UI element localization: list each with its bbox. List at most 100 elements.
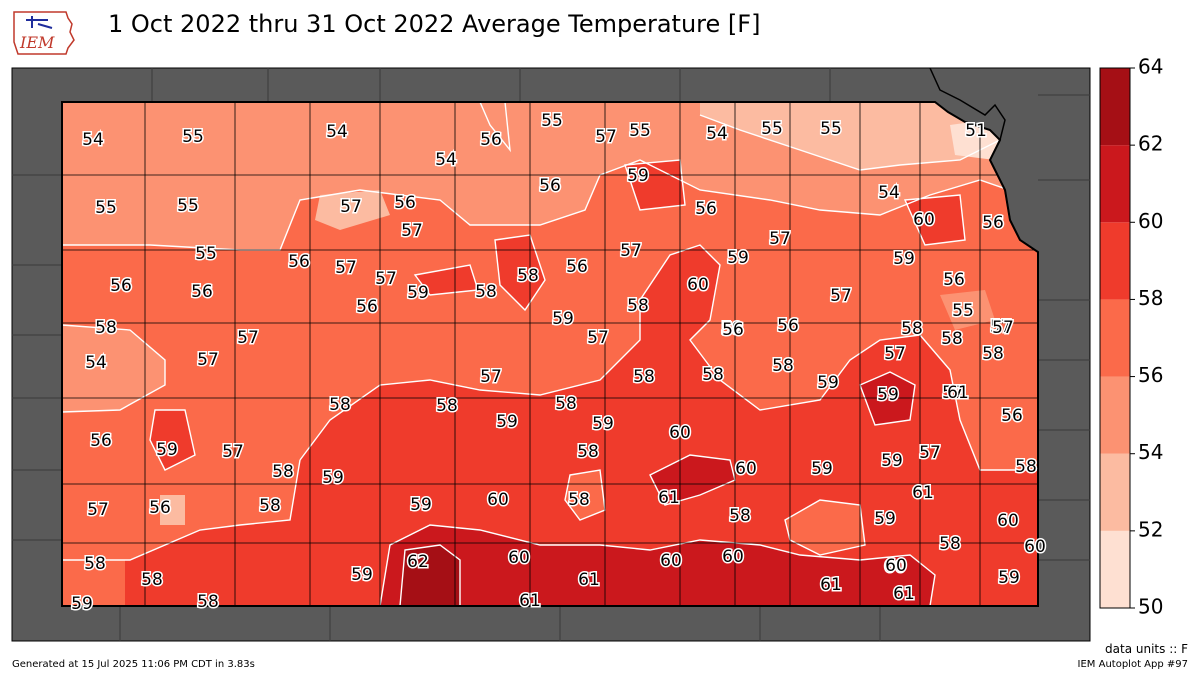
station-value-label: 55 xyxy=(761,119,783,139)
county-lines xyxy=(62,102,1038,606)
station-value-label: 56 xyxy=(539,176,561,196)
river-edge xyxy=(929,67,1039,253)
station-value-label: 59 xyxy=(410,495,432,515)
station-value-label: 58 xyxy=(259,496,281,516)
iem-logo: IEM xyxy=(13,11,75,55)
station-value-label: 58 xyxy=(141,570,163,590)
station-value-label: 59 xyxy=(351,565,373,585)
logo-text: IEM xyxy=(19,33,55,52)
station-value-label: 60 xyxy=(735,459,757,479)
colorbar-tick-label: 60 xyxy=(1138,209,1163,233)
band-52-54-b xyxy=(315,190,390,230)
station-value-label: 56 xyxy=(149,498,171,518)
station-value-label: 57 xyxy=(595,127,617,147)
station-value-label: 58 xyxy=(633,367,655,387)
station-value-label: 57 xyxy=(830,286,852,306)
station-value-label: 60 xyxy=(722,547,744,567)
colorbar-frame xyxy=(1099,67,1131,609)
station-value-label: 61 xyxy=(893,584,915,604)
colorbar-tick-label: 58 xyxy=(1138,286,1163,310)
colorbar-tick-label: 54 xyxy=(1138,440,1163,464)
station-value-label: 56 xyxy=(288,252,310,272)
station-value-label: 55 xyxy=(195,244,217,264)
station-value-label: 56 xyxy=(982,213,1004,233)
station-value-label: 56 xyxy=(110,276,132,296)
iowa-outline-icon xyxy=(13,11,75,55)
station-value-label: 58 xyxy=(939,534,961,554)
kansas-temperature-fill xyxy=(62,102,1038,606)
station-value-label: 57 xyxy=(237,328,259,348)
station-value-label: 57 xyxy=(340,197,362,217)
station-value-label: 59 xyxy=(627,166,649,186)
colorbar-bin xyxy=(1100,145,1130,223)
station-value-label: 56 xyxy=(480,130,502,150)
generated-timestamp: Generated at 15 Jul 2025 11:06 PM CDT in… xyxy=(12,659,255,670)
station-value-label: 56 xyxy=(356,297,378,317)
station-value-label: 57 xyxy=(375,269,397,289)
band-62-64 xyxy=(400,545,460,606)
station-value-label: 59 xyxy=(877,385,899,405)
band-56-58-hole-b xyxy=(565,470,605,520)
station-value-label: 55 xyxy=(952,301,974,321)
station-value-label: 58 xyxy=(772,356,794,376)
station-value-label: 56 xyxy=(722,320,744,340)
colorbar-legend: 50 52 54 56 58 60 62 64 xyxy=(1099,55,1163,619)
station-value-label: 62 xyxy=(407,552,429,572)
station-value-label: 57 xyxy=(222,442,244,462)
station-value-label: 61 xyxy=(578,570,600,590)
station-value-label: 58 xyxy=(729,506,751,526)
station-value-label: 56 xyxy=(943,270,965,290)
station-value-label: 55 xyxy=(820,119,842,139)
station-value-label: 57 xyxy=(480,367,502,387)
colorbar-bin xyxy=(1100,453,1130,531)
station-value-label: 57 xyxy=(335,258,357,278)
station-value-label: 57 xyxy=(769,229,791,249)
station-value-label: 61 xyxy=(658,488,680,508)
station-value-label: 60 xyxy=(669,423,691,443)
colorbar-tick-label: 62 xyxy=(1138,132,1163,156)
station-value-label: 57 xyxy=(919,443,941,463)
station-value-label: 58 xyxy=(95,318,117,338)
band-58-60-c xyxy=(495,235,545,310)
station-value-label: 60 xyxy=(1024,537,1046,557)
station-value-label: 59 xyxy=(817,373,839,393)
station-value-label: 60 xyxy=(687,275,709,295)
station-value-label: 57 xyxy=(942,383,964,403)
station-value-label: 59 xyxy=(156,440,178,460)
station-value-label: 60 xyxy=(487,490,509,510)
station-value-label: 59 xyxy=(727,248,749,268)
band-54-56-east xyxy=(940,290,995,330)
band-60-62-south xyxy=(380,525,935,606)
station-value-label: 57 xyxy=(884,344,906,364)
colorbar-bin xyxy=(1100,68,1130,146)
station-value-label: 58 xyxy=(577,442,599,462)
station-value-label: 59 xyxy=(874,509,896,529)
station-value-label: 55 xyxy=(95,198,117,218)
data-units-label: data units :: F xyxy=(1105,642,1188,656)
colorbar-bin xyxy=(1100,299,1130,377)
station-value-label: 57 xyxy=(990,317,1012,337)
station-value-label: 54 xyxy=(878,183,900,203)
colorbar-tick-label: 52 xyxy=(1138,517,1163,541)
station-value-label: 55 xyxy=(629,121,651,141)
station-value-label: 58 xyxy=(436,396,458,416)
band-60-62-c xyxy=(860,372,915,425)
station-value-label: 57 xyxy=(587,328,609,348)
station-value-label: 58 xyxy=(517,266,539,286)
station-value-label: 55 xyxy=(182,127,204,147)
weather-station-icon xyxy=(26,16,53,29)
station-value-label: 60 xyxy=(884,557,906,577)
band-60-62-b xyxy=(650,455,735,505)
station-value-label: 60 xyxy=(508,548,530,568)
page-title: 1 Oct 2022 thru 31 Oct 2022 Average Temp… xyxy=(108,10,761,38)
station-value-label: 55 xyxy=(177,196,199,216)
colorbar-tick-label: 50 xyxy=(1138,595,1163,619)
station-value-label: 58 xyxy=(627,296,649,316)
station-value-label: 60 xyxy=(997,511,1019,531)
station-value-label: 57 xyxy=(620,241,642,261)
station-value-label: 58 xyxy=(329,395,351,415)
station-value-label: 60 xyxy=(885,556,907,576)
station-value-label: 56 xyxy=(90,431,112,451)
